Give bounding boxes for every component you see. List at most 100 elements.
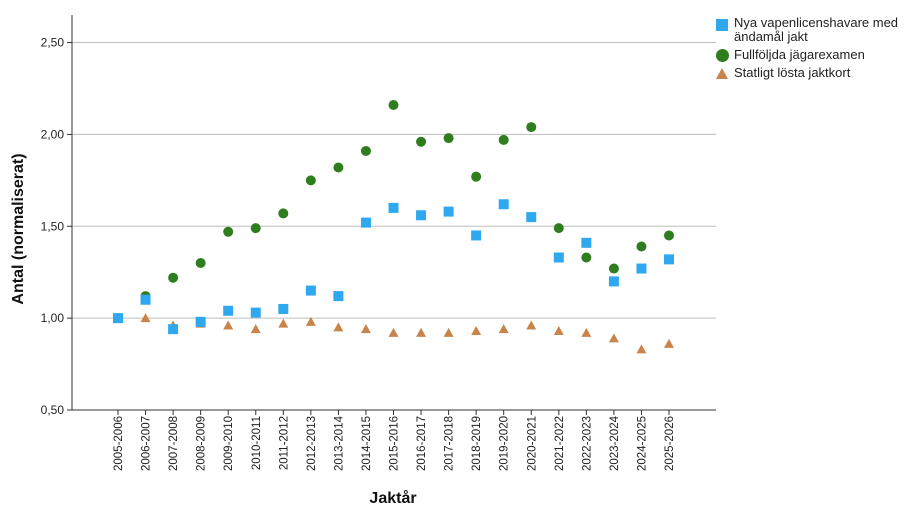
y-tick-label: 1,00 (41, 311, 65, 325)
square-marker-icon (716, 19, 728, 31)
square-data-point (250, 307, 261, 318)
triangle-data-point (305, 316, 316, 326)
square-data-point (664, 254, 674, 265)
square-data-point (498, 199, 509, 210)
x-tick-label: 2007-2008 (168, 416, 180, 471)
circle-data-point (664, 230, 674, 241)
circle-data-point (168, 272, 179, 283)
x-tick-labels: 2005-2006 2006-2007 2007-2008 2008-2009 2009… (113, 410, 676, 471)
square-data-point (553, 252, 564, 263)
circle-data-point (388, 100, 399, 111)
square-data-point (360, 217, 371, 228)
legend-item-exams: Fullföljda jägarexamen (714, 48, 918, 62)
circle-data-point (526, 122, 537, 133)
circle-data-point (195, 258, 206, 269)
y-tick-labels: 0,50 1,00 1,50 2,00 2,50 (41, 36, 72, 417)
circle-data-point (416, 136, 427, 147)
triangle-data-point (416, 327, 427, 337)
triangle-data-point (250, 324, 261, 334)
circle-data-point (498, 134, 509, 145)
x-tick-label: 2008-2009 (196, 416, 208, 471)
circle-data-point (305, 175, 316, 186)
x-tick-label: 2005-2006 (113, 416, 125, 471)
gridlines (72, 42, 716, 319)
legend: Nya vapenlicenshavare med ändamål jakt F… (714, 16, 918, 84)
legend-label-hunting-cards: Statligt lösta jaktkort (734, 65, 851, 80)
y-tick-label: 2,00 (41, 127, 65, 141)
x-tick-label: 2023-2024 (609, 415, 621, 471)
circle-data-point (360, 145, 371, 156)
circle-data-point (333, 162, 344, 173)
circle-data-point (278, 208, 289, 219)
square-data-point (195, 316, 206, 327)
circle-data-point (223, 226, 234, 237)
x-tick-label: 2022-2023 (581, 416, 593, 471)
square-data-point (305, 285, 316, 296)
square-data-point (388, 202, 399, 213)
triangle-data-point (443, 327, 454, 337)
x-tick-label: 2016-2017 (416, 416, 428, 471)
square-data-point (113, 313, 123, 324)
x-axis-title: Jaktår (369, 489, 416, 507)
triangle-marker-icon (716, 68, 728, 79)
x-tick-label: 2012-2013 (306, 416, 318, 471)
legend-label-exams: Fullföljda jägarexamen (734, 47, 865, 62)
triangle-data-point (333, 322, 344, 332)
square-data-point (608, 276, 619, 287)
triangle-data-point (608, 333, 619, 343)
x-tick-label: 2014-2015 (361, 416, 373, 471)
triangle-data-point (360, 324, 371, 334)
x-tick-label: 2017-2018 (444, 416, 456, 471)
x-tick-label: 2006-2007 (141, 416, 153, 471)
triangle-data-point (388, 327, 399, 337)
square-data-point (333, 291, 344, 302)
square-data-point (581, 237, 592, 248)
x-tick-label: 2024-2025 (636, 416, 648, 471)
triangle-data-point (636, 344, 647, 354)
y-tick-label: 1,50 (41, 219, 65, 233)
legend-item-hunting-cards: Statligt lösta jaktkort (714, 66, 918, 80)
circle-marker-icon (716, 49, 729, 62)
x-tick-label: 2013-2014 (333, 415, 345, 471)
legend-label-licenses: Nya vapenlicenshavare med ändamål jakt (734, 15, 899, 44)
circle-data-point (471, 171, 482, 182)
circle-data-point (553, 223, 564, 234)
triangle-data-point (526, 320, 537, 330)
triangle-data-point (471, 326, 482, 335)
triangle-data-point (498, 324, 509, 334)
triangle-data-point (278, 318, 289, 328)
legend-item-licenses: Nya vapenlicenshavare med ändamål jakt (714, 16, 918, 44)
x-tick-label: 2019-2020 (499, 416, 511, 471)
triangle-data-point (223, 320, 234, 330)
y-tick-label: 0,50 (41, 403, 65, 417)
square-data-point (526, 212, 537, 223)
square-data-point (223, 305, 234, 316)
square-data-point (416, 210, 427, 221)
x-tick-label: 2015-2016 (389, 416, 401, 471)
y-tick-label: 2,50 (41, 36, 65, 50)
x-tick-label: 2021-2022 (554, 416, 566, 471)
circle-data-point (250, 223, 261, 234)
square-data-point (140, 294, 151, 305)
square-data-point (471, 230, 482, 241)
circle-data-point (581, 252, 592, 263)
x-tick-label: 2010-2011 (251, 416, 263, 470)
x-tick-label: 2025-2026 (664, 416, 676, 471)
square-data-point (168, 324, 179, 335)
y-axis-title: Antal (normaliserat) (10, 153, 27, 304)
data-points (113, 100, 674, 354)
circle-data-point (608, 263, 619, 274)
x-tick-label: 2011-2012 (278, 416, 290, 470)
square-data-point (278, 303, 289, 314)
x-tick-label: 2020-2021 (526, 416, 538, 471)
triangle-data-point (664, 338, 674, 348)
x-tick-label: 2009-2010 (223, 416, 235, 471)
square-data-point (636, 263, 647, 274)
x-tick-label: 2018-2019 (471, 416, 483, 471)
square-data-point (443, 206, 454, 217)
circle-data-point (636, 241, 647, 252)
triangle-data-point (553, 326, 564, 335)
triangle-data-point (140, 313, 151, 323)
triangle-data-point (581, 327, 592, 337)
